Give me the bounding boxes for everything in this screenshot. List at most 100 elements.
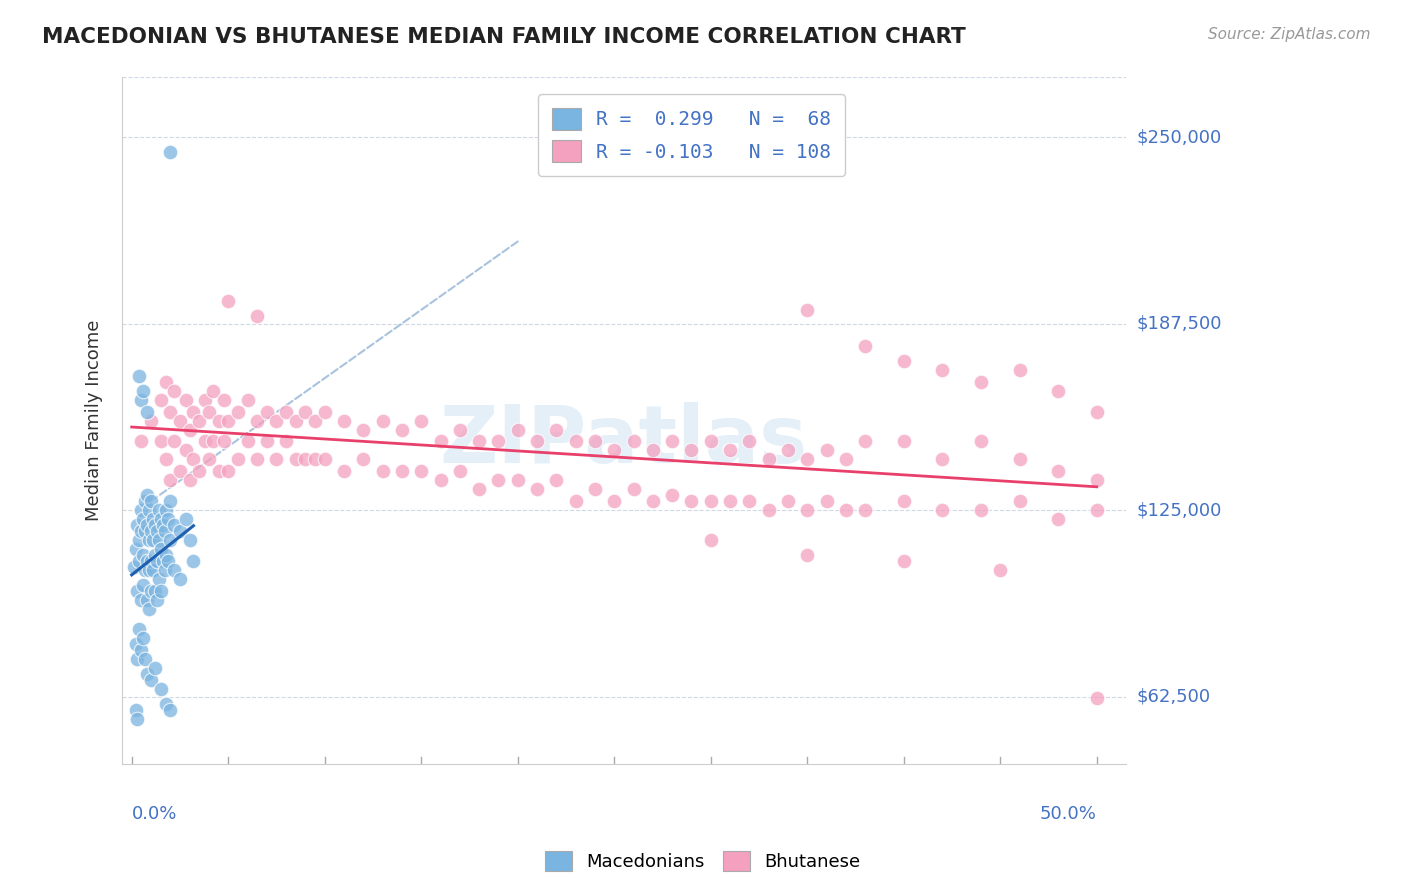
Point xyxy=(134,563,156,577)
Point xyxy=(149,512,172,526)
Point xyxy=(163,384,186,398)
Point xyxy=(174,392,197,407)
Point xyxy=(157,554,180,568)
Point xyxy=(449,423,471,437)
Point xyxy=(139,554,162,568)
Point xyxy=(564,494,586,508)
Point xyxy=(718,443,741,458)
Point xyxy=(136,592,159,607)
Point xyxy=(136,404,159,418)
Point xyxy=(217,294,239,309)
Point xyxy=(139,494,162,508)
Point xyxy=(526,434,548,449)
Point xyxy=(699,533,721,547)
Point xyxy=(256,404,278,418)
Point xyxy=(127,583,149,598)
Point xyxy=(815,443,838,458)
Point xyxy=(201,384,224,398)
Point xyxy=(411,464,433,478)
Point xyxy=(314,404,336,418)
Point xyxy=(970,434,993,449)
Point xyxy=(127,712,149,726)
Point xyxy=(136,667,159,681)
Point xyxy=(143,518,166,533)
Point xyxy=(738,494,761,508)
Point xyxy=(159,473,181,487)
Point xyxy=(266,413,288,427)
Point xyxy=(143,583,166,598)
Point xyxy=(603,443,626,458)
Point xyxy=(294,452,316,467)
Point xyxy=(179,423,201,437)
Point xyxy=(163,563,186,577)
Point xyxy=(893,354,915,368)
Point xyxy=(124,541,146,556)
Point xyxy=(149,682,172,697)
Point xyxy=(131,392,153,407)
Point xyxy=(333,464,356,478)
Point xyxy=(194,392,217,407)
Point xyxy=(128,554,150,568)
Point xyxy=(153,524,176,538)
Point xyxy=(169,572,191,586)
Point xyxy=(136,554,159,568)
Point xyxy=(183,452,205,467)
Point xyxy=(159,533,181,547)
Point xyxy=(796,303,818,318)
Point xyxy=(486,473,509,487)
Text: Source: ZipAtlas.com: Source: ZipAtlas.com xyxy=(1208,27,1371,42)
Point xyxy=(1085,691,1108,706)
Point xyxy=(142,512,165,526)
Point xyxy=(583,482,606,496)
Point xyxy=(183,404,205,418)
Point xyxy=(815,494,838,508)
Point xyxy=(139,583,162,598)
Point xyxy=(623,434,645,449)
Point xyxy=(641,494,664,508)
Point xyxy=(1008,363,1031,377)
Point xyxy=(155,452,177,467)
Point xyxy=(486,434,509,449)
Point xyxy=(333,413,356,427)
Y-axis label: Median Family Income: Median Family Income xyxy=(86,320,103,521)
Point xyxy=(1047,464,1070,478)
Point xyxy=(391,464,413,478)
Text: ZIPatlas: ZIPatlas xyxy=(440,402,808,480)
Point xyxy=(893,494,915,508)
Point xyxy=(256,434,278,449)
Point xyxy=(169,464,191,478)
Point xyxy=(835,452,858,467)
Point xyxy=(149,541,172,556)
Point xyxy=(1085,404,1108,418)
Point xyxy=(429,473,451,487)
Point xyxy=(138,601,160,615)
Point xyxy=(136,518,159,533)
Point xyxy=(214,434,236,449)
Point xyxy=(149,392,172,407)
Point xyxy=(391,423,413,437)
Point xyxy=(183,554,205,568)
Point xyxy=(132,577,155,591)
Point xyxy=(970,503,993,517)
Point xyxy=(988,563,1011,577)
Point xyxy=(132,512,155,526)
Point xyxy=(146,592,169,607)
Point xyxy=(776,494,799,508)
Point xyxy=(506,423,529,437)
Point xyxy=(546,423,568,437)
Point xyxy=(159,145,181,159)
Point xyxy=(142,563,165,577)
Point xyxy=(157,512,180,526)
Point xyxy=(127,652,149,666)
Point xyxy=(207,413,229,427)
Point xyxy=(699,434,721,449)
Point xyxy=(194,434,217,449)
Point xyxy=(352,423,374,437)
Point xyxy=(169,524,191,538)
Point xyxy=(246,309,269,323)
Point xyxy=(853,434,876,449)
Point xyxy=(776,443,799,458)
Point xyxy=(371,464,394,478)
Point xyxy=(179,473,201,487)
Point xyxy=(142,533,165,547)
